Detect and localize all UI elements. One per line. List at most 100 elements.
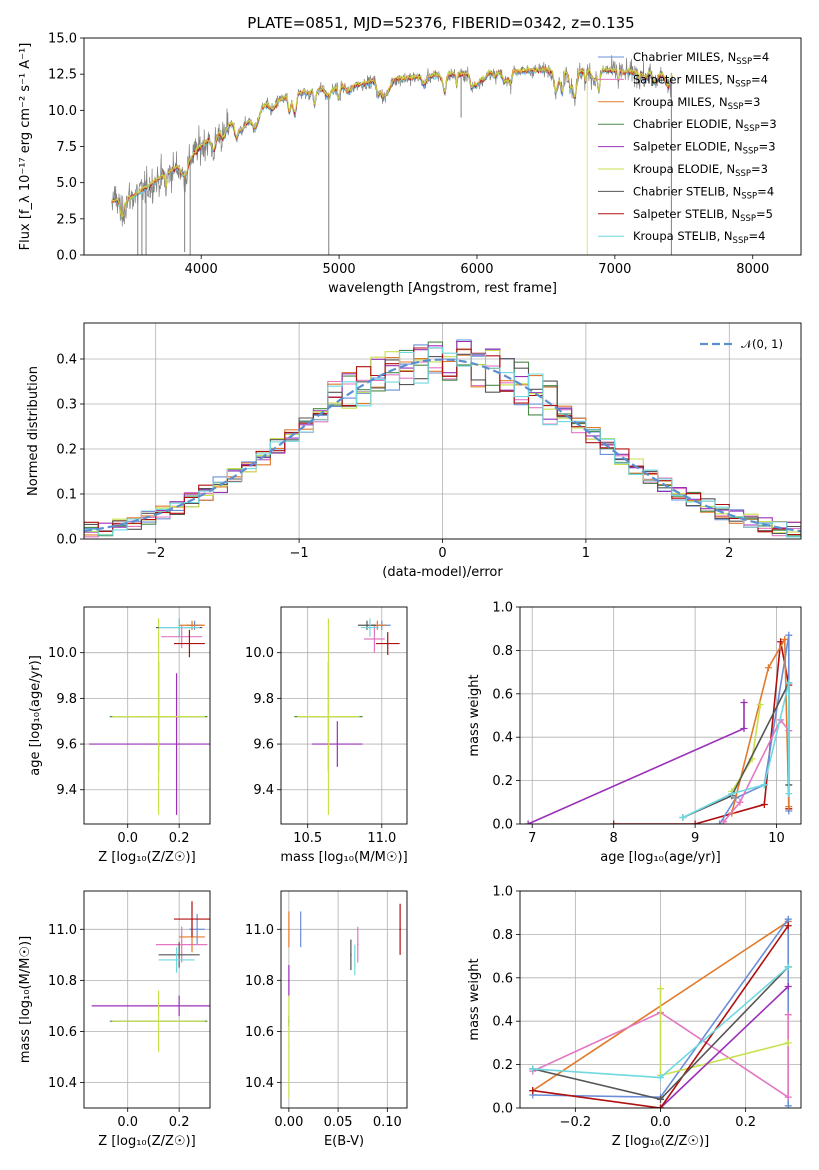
point-marker — [180, 943, 183, 946]
axes-frame — [519, 606, 802, 825]
y-tick-label: 5.0 — [56, 176, 77, 191]
point-marker — [356, 943, 359, 946]
y-tick-label: 9.6 — [253, 738, 274, 753]
legend-subscript: SSP — [741, 191, 757, 201]
legend-n-prefix: , N — [725, 184, 741, 198]
figure-title: PLATE=0851, MJD=52376, FIBERID=0342, z=0… — [247, 14, 634, 32]
series-line — [659, 985, 789, 1108]
x-tick-label: 10 — [768, 831, 785, 846]
legend-n-prefix: , N — [712, 95, 728, 109]
series-marker — [785, 631, 793, 639]
legend-entry: Kroupa MILES, NSSP=3 — [633, 95, 760, 112]
y-tick-label: 1.0 — [492, 885, 513, 900]
x-tick-label: 0.2 — [169, 1115, 190, 1130]
legend-name: Chabrier MILES — [633, 50, 720, 64]
series-marker — [610, 820, 618, 824]
x-tick-label: 5000 — [323, 262, 356, 277]
age-vs-Z-plot-area — [89, 618, 210, 815]
legend-entry: 𝒩(0, 1) — [741, 337, 783, 351]
legend-n-value: 3 — [753, 95, 760, 109]
legend-n-value: 4 — [758, 229, 765, 243]
x-tick-label: 0.0 — [117, 831, 138, 846]
point-marker — [157, 1020, 160, 1022]
point-marker — [175, 959, 178, 961]
axes-frame — [280, 606, 408, 825]
x-tick-label: −2 — [146, 546, 165, 561]
age-vs-mass-plot-area — [294, 618, 400, 815]
y-tick-label: 9.8 — [253, 692, 274, 707]
x-axis-label: E(B-V) — [324, 1134, 364, 1149]
point-marker — [350, 954, 352, 956]
series-marker — [784, 922, 792, 930]
y-tick-label: 10.8 — [48, 974, 77, 989]
legend-subscript: SSP — [740, 214, 756, 224]
series-line — [532, 925, 789, 1108]
series-marker — [784, 982, 792, 990]
x-tick-label: 0.2 — [169, 831, 190, 846]
series-line — [722, 718, 790, 823]
legend-n-value: 3 — [768, 140, 775, 154]
point-marker — [178, 1005, 180, 1007]
x-tick-label: 0.00 — [274, 1115, 303, 1130]
y-axis-label: Flux [f_λ 10⁻¹⁷ erg cm⁻² s⁻¹ A⁻¹] — [18, 43, 33, 251]
y-tick-label: 10.0 — [245, 646, 274, 661]
x-tick-label: 11.0 — [367, 831, 396, 846]
point-marker — [178, 954, 180, 956]
legend-subscript: SSP — [744, 124, 760, 134]
legend-equals: = — [751, 162, 761, 176]
series-marker — [720, 818, 728, 824]
data-point-kroupa-stelib — [158, 947, 195, 973]
y-tick-label: 9.4 — [56, 783, 77, 798]
y-axis-label: mass [log₁₀(M/M☉)] — [18, 936, 33, 1063]
y-tick-label: 0.2 — [56, 443, 77, 458]
point-marker — [188, 642, 191, 645]
series-marker — [529, 1065, 537, 1073]
x-tick-label: 0.05 — [324, 1115, 353, 1130]
data-point-chabrier-miles — [299, 911, 302, 948]
y-tick-label: 10.6 — [245, 1025, 274, 1040]
x-tick-label: 9 — [691, 831, 699, 846]
data-point-salpeter-miles — [161, 625, 203, 649]
legend-name: Salpeter ELODIE — [633, 140, 727, 154]
y-tick-label: 0.0 — [492, 1102, 513, 1117]
age-vs-Z-panel: 0.0 0.2 9.4 9.6 9.8 10.0 Z [log₁₀(Z/Z☉)] age [l… — [28, 606, 211, 865]
point-marker — [196, 928, 198, 931]
series-marker — [785, 790, 793, 798]
data-point-kroupa-stelib — [354, 944, 356, 976]
data-point-salpeter-elodie — [312, 721, 363, 767]
series-marker — [784, 1039, 792, 1047]
y-tick-label: 0.0 — [492, 818, 513, 833]
residuals-plot-area — [84, 339, 801, 538]
y-tick-label: 2.5 — [56, 212, 77, 227]
y-tick-label: 10.0 — [48, 104, 77, 119]
y-axis-label: Normed distribution — [26, 366, 41, 496]
legend-n-prefix: , N — [728, 117, 744, 131]
spectrum-plot-area — [111, 55, 673, 255]
massweight-vs-age-plot-area — [524, 631, 793, 824]
data-point-salpeter-miles — [364, 625, 385, 653]
data-point-salpeter-elodie — [89, 673, 210, 815]
mass-vs-ebv-panel: 0.00 0.05 0.10 10.4 10.6 10.8 11.0 E(B-V) — [245, 890, 408, 1149]
point-marker — [327, 715, 330, 718]
series-line — [532, 1011, 789, 1099]
data-point-salpeter-elodie — [288, 965, 290, 996]
data-point-chabrier-stelib — [158, 942, 200, 968]
series-marker — [736, 798, 744, 806]
y-tick-label: 10.4 — [245, 1076, 274, 1091]
x-axis-label: (data-model)/error — [382, 565, 503, 580]
data-point-salpeter-elodie — [91, 995, 210, 1017]
mass-vs-Z-panel: 0.0 0.2 10.4 10.6 10.8 11.0 Z [log₁₀(Z/Z☉)] mas… — [18, 890, 211, 1149]
y-tick-label: 0.8 — [492, 928, 513, 943]
legend-n-prefix: , N — [717, 229, 733, 243]
legend-name: Kroupa MILES — [633, 95, 712, 109]
data-point-chabrier-stelib — [350, 939, 352, 971]
model-spectrum-kroupa-elodie — [111, 65, 673, 219]
x-tick-label: 10.5 — [293, 831, 322, 846]
x-axis-label: Z [log₁₀(Z/Z☉)] — [98, 850, 195, 865]
x-axis-label: wavelength [Angstrom, rest frame] — [328, 281, 557, 296]
y-tick-label: 10.0 — [48, 646, 77, 661]
legend-entry: Chabrier STELIB, NSSP=4 — [633, 184, 774, 201]
axes-frame — [83, 890, 211, 1109]
residuals-panel: −2 −1 0 1 2 0.0 0.1 0.2 0.3 0.4 (data-model)/error… — [26, 322, 802, 580]
mass-vs-Z-plot-area — [91, 901, 210, 1052]
